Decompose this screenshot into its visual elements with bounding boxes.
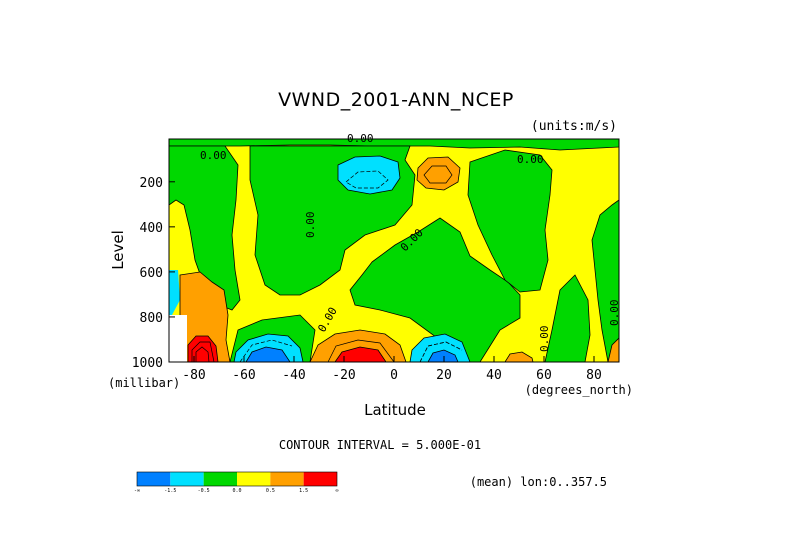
x-axis-label: Latitude	[364, 401, 426, 419]
colorbar-label: 0.5	[266, 488, 275, 494]
contour-interval-text: CONTOUR INTERVAL = 5.000E-01	[279, 438, 481, 452]
x-tick-label: 20	[436, 368, 452, 383]
x-axis-units: (degrees_north)	[525, 383, 633, 397]
colorbar: -∞ -1.5 -0.5 0.0 0.5 1.5 ∞	[134, 471, 339, 494]
x-tick-label: 80	[586, 368, 602, 383]
contour-label: 0.00	[517, 153, 544, 166]
region-blue-south-low	[245, 346, 291, 362]
colorbar-label: ∞	[335, 488, 338, 494]
region-green-arctic	[591, 147, 619, 362]
colorbar-swatch	[303, 472, 337, 486]
colorbar-swatch	[170, 472, 204, 486]
colorbar-label: 1.5	[299, 488, 308, 494]
contour-label: 0.00	[608, 300, 621, 327]
y-axis-ticks: 200 400 600 800 1000	[132, 176, 175, 371]
plot-area	[168, 138, 620, 363]
x-tick-label: -40	[282, 368, 305, 383]
colorbar-label: -0.5	[198, 488, 210, 494]
x-tick-label: -20	[332, 368, 355, 383]
colorbar-label: 0.0	[232, 488, 241, 494]
colorbar-swatch	[137, 472, 171, 486]
y-tick-label: 1000	[132, 356, 163, 371]
y-tick-label: 600	[140, 266, 163, 281]
x-tick-label: -80	[182, 368, 205, 383]
region-cyan-upper	[337, 155, 401, 195]
region-orange-arctic	[607, 337, 619, 362]
colorbar-label: -1.5	[164, 488, 176, 494]
x-axis-ticks: -80 -60 -40 -20 0 20 40 60 80	[182, 356, 602, 383]
region-orange-upper	[416, 156, 461, 191]
y-tick-label: 800	[140, 311, 163, 326]
contour-label: 0.00	[304, 212, 317, 239]
region-blue-tropic-low	[427, 349, 459, 362]
x-tick-label: 40	[486, 368, 502, 383]
x-tick-label: 60	[536, 368, 552, 383]
y-axis-units: (millibar)	[108, 376, 180, 390]
colorbar-swatch	[270, 472, 304, 486]
contour-label: 0.00	[200, 149, 227, 162]
colorbar-swatch	[237, 472, 271, 486]
x-tick-label: -60	[232, 368, 255, 383]
region-green-mid-band	[349, 217, 521, 362]
region-green-north-low	[544, 274, 591, 362]
colorbar-swatch	[203, 472, 237, 486]
mean-text: (mean) lon:0..357.5	[470, 475, 607, 489]
region-orange-north-small	[504, 351, 534, 362]
x-tick-label: 0	[390, 368, 398, 383]
region-red-subtropic	[334, 346, 387, 362]
region-orange-subtropic	[309, 329, 407, 362]
inner-contours	[191, 165, 463, 362]
colorbar-frame	[136, 471, 338, 487]
contour-label: 0.00	[538, 326, 551, 353]
units-label: (units:m/s)	[531, 119, 617, 134]
y-tick-label: 200	[140, 176, 163, 191]
y-axis-label: Level	[109, 230, 127, 270]
region-cyan-antarctic-edge	[169, 270, 180, 315]
contour-label: 0.00	[347, 132, 374, 145]
colorbar-label: -∞	[134, 488, 140, 494]
y-tick-label: 400	[140, 221, 163, 236]
region-red-antarctic	[187, 335, 219, 362]
missing-data-patch	[169, 315, 187, 362]
region-green-northeast	[467, 149, 553, 293]
chart-title: VWND_2001-ANN_NCEP	[278, 89, 514, 111]
